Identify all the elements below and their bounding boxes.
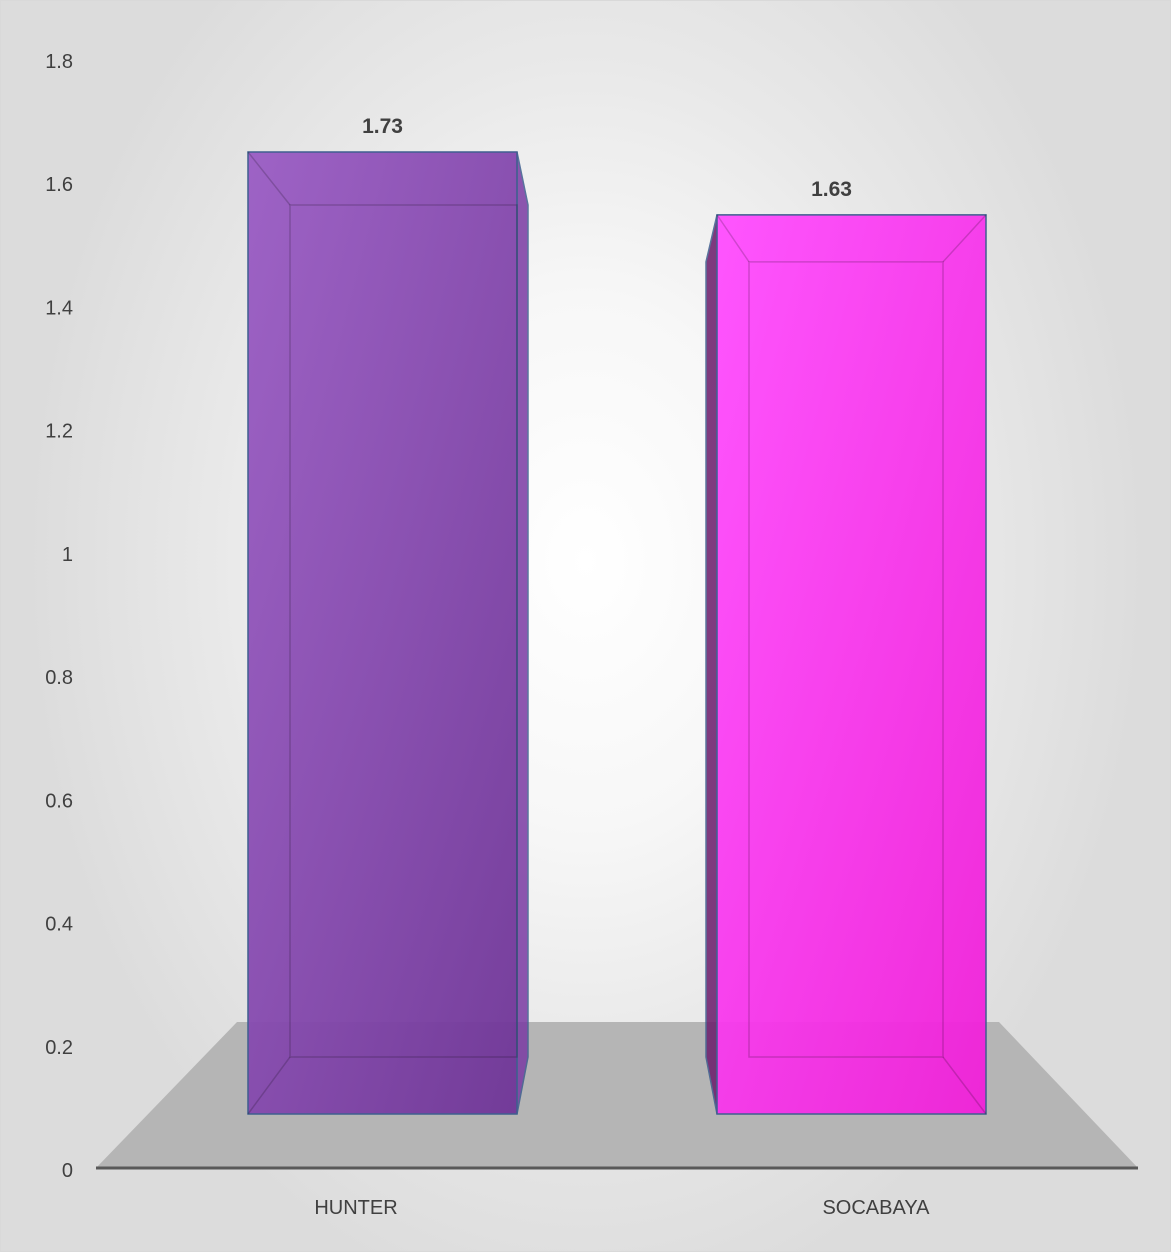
y-tick-label: 0.2 [45, 1037, 73, 1059]
y-tick-label: 0 [62, 1160, 73, 1182]
bar-depth-edge [716, 214, 750, 263]
bar-hunter: 1.73 [247, 115, 529, 1115]
bar-front-face [716, 214, 987, 1115]
bar-depth-edge [247, 151, 291, 206]
y-tick-label: 0.8 [45, 667, 73, 689]
bar-side-face [516, 151, 529, 1115]
y-tick-label: 1.6 [45, 174, 73, 196]
y-tick-label: 1.4 [45, 297, 73, 319]
bar-side-face [705, 214, 718, 1115]
y-tick-label: 1.8 [45, 51, 73, 73]
x-category-label: HUNTER [314, 1197, 397, 1219]
bar-depth-edge [942, 214, 987, 263]
bar-depth-edge [942, 1056, 987, 1115]
bars: 1.73 1.63 [247, 115, 987, 1115]
bar-back-edges [748, 261, 944, 1058]
data-label: 1.63 [811, 178, 852, 201]
bar-front-face [247, 151, 518, 1115]
y-axis: 0 0.2 0.4 0.6 0.8 1 1.2 1.4 1.6 1.8 [45, 51, 73, 1182]
y-tick-label: 1 [62, 544, 73, 566]
bar-back-edges [289, 204, 518, 1058]
y-tick-label: 0.6 [45, 790, 73, 812]
x-category-label: SOCABAYA [822, 1197, 930, 1219]
y-tick-label: 1.2 [45, 421, 73, 443]
bar-socabaya: 1.63 [705, 178, 987, 1115]
data-label: 1.73 [362, 115, 403, 138]
x-axis: HUNTER SOCABAYA [314, 1197, 930, 1219]
bar-depth-edge [247, 1056, 291, 1115]
y-tick-label: 0.4 [45, 914, 73, 936]
